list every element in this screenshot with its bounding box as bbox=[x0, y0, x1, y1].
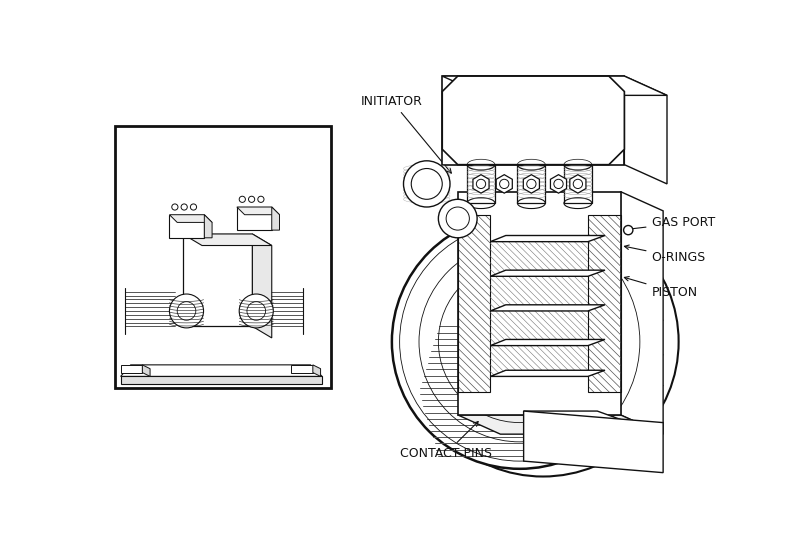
Polygon shape bbox=[121, 377, 322, 384]
Circle shape bbox=[407, 207, 679, 477]
Circle shape bbox=[169, 294, 203, 328]
Bar bbox=[182, 234, 253, 327]
Polygon shape bbox=[253, 234, 271, 338]
Circle shape bbox=[500, 179, 509, 188]
Polygon shape bbox=[490, 370, 605, 377]
Polygon shape bbox=[182, 234, 271, 245]
Text: CONTACT PINS: CONTACT PINS bbox=[399, 422, 492, 461]
Bar bbox=[458, 192, 620, 415]
Polygon shape bbox=[143, 365, 150, 377]
Bar bbox=[442, 76, 625, 165]
Text: O-RINGS: O-RINGS bbox=[625, 245, 706, 264]
Polygon shape bbox=[551, 175, 566, 193]
Circle shape bbox=[190, 204, 197, 210]
Polygon shape bbox=[523, 175, 539, 193]
Circle shape bbox=[411, 168, 442, 199]
Circle shape bbox=[177, 302, 196, 320]
Polygon shape bbox=[490, 339, 605, 345]
Circle shape bbox=[181, 204, 187, 210]
Text: INITIATOR: INITIATOR bbox=[361, 95, 451, 173]
Circle shape bbox=[554, 179, 563, 188]
Text: GAS PORT: GAS PORT bbox=[625, 216, 714, 231]
Bar bbox=[467, 165, 495, 203]
Polygon shape bbox=[271, 207, 279, 230]
Polygon shape bbox=[121, 365, 322, 377]
Bar bbox=[564, 165, 592, 203]
Circle shape bbox=[624, 225, 633, 235]
Polygon shape bbox=[442, 76, 667, 95]
Circle shape bbox=[392, 215, 648, 469]
Polygon shape bbox=[497, 175, 512, 193]
Polygon shape bbox=[523, 411, 663, 473]
Polygon shape bbox=[458, 415, 663, 434]
Polygon shape bbox=[490, 236, 605, 242]
Polygon shape bbox=[490, 305, 605, 311]
Circle shape bbox=[172, 204, 178, 210]
Circle shape bbox=[239, 196, 245, 202]
Circle shape bbox=[249, 196, 254, 202]
Circle shape bbox=[428, 228, 658, 456]
Polygon shape bbox=[473, 175, 489, 193]
Circle shape bbox=[403, 161, 450, 207]
Polygon shape bbox=[620, 192, 663, 434]
Polygon shape bbox=[442, 76, 625, 165]
Polygon shape bbox=[313, 365, 321, 377]
Circle shape bbox=[526, 179, 536, 188]
Polygon shape bbox=[569, 175, 586, 193]
Bar bbox=[518, 165, 545, 203]
Text: SECTOR 4 - SM: SECTOR 4 - SM bbox=[176, 367, 270, 380]
Text: PISTON: PISTON bbox=[625, 277, 697, 299]
Circle shape bbox=[247, 302, 266, 320]
Polygon shape bbox=[169, 215, 212, 222]
Circle shape bbox=[258, 196, 264, 202]
Polygon shape bbox=[237, 207, 279, 215]
Polygon shape bbox=[204, 215, 212, 238]
Bar bbox=[115, 126, 330, 388]
Bar bbox=[169, 215, 204, 238]
Circle shape bbox=[438, 199, 477, 238]
Polygon shape bbox=[490, 270, 605, 277]
Polygon shape bbox=[625, 76, 667, 184]
Polygon shape bbox=[291, 365, 313, 372]
Polygon shape bbox=[523, 411, 640, 427]
Polygon shape bbox=[121, 365, 143, 372]
Bar bbox=[237, 207, 271, 230]
Circle shape bbox=[446, 207, 469, 230]
Circle shape bbox=[239, 294, 273, 328]
Circle shape bbox=[573, 179, 582, 188]
Circle shape bbox=[476, 179, 486, 188]
